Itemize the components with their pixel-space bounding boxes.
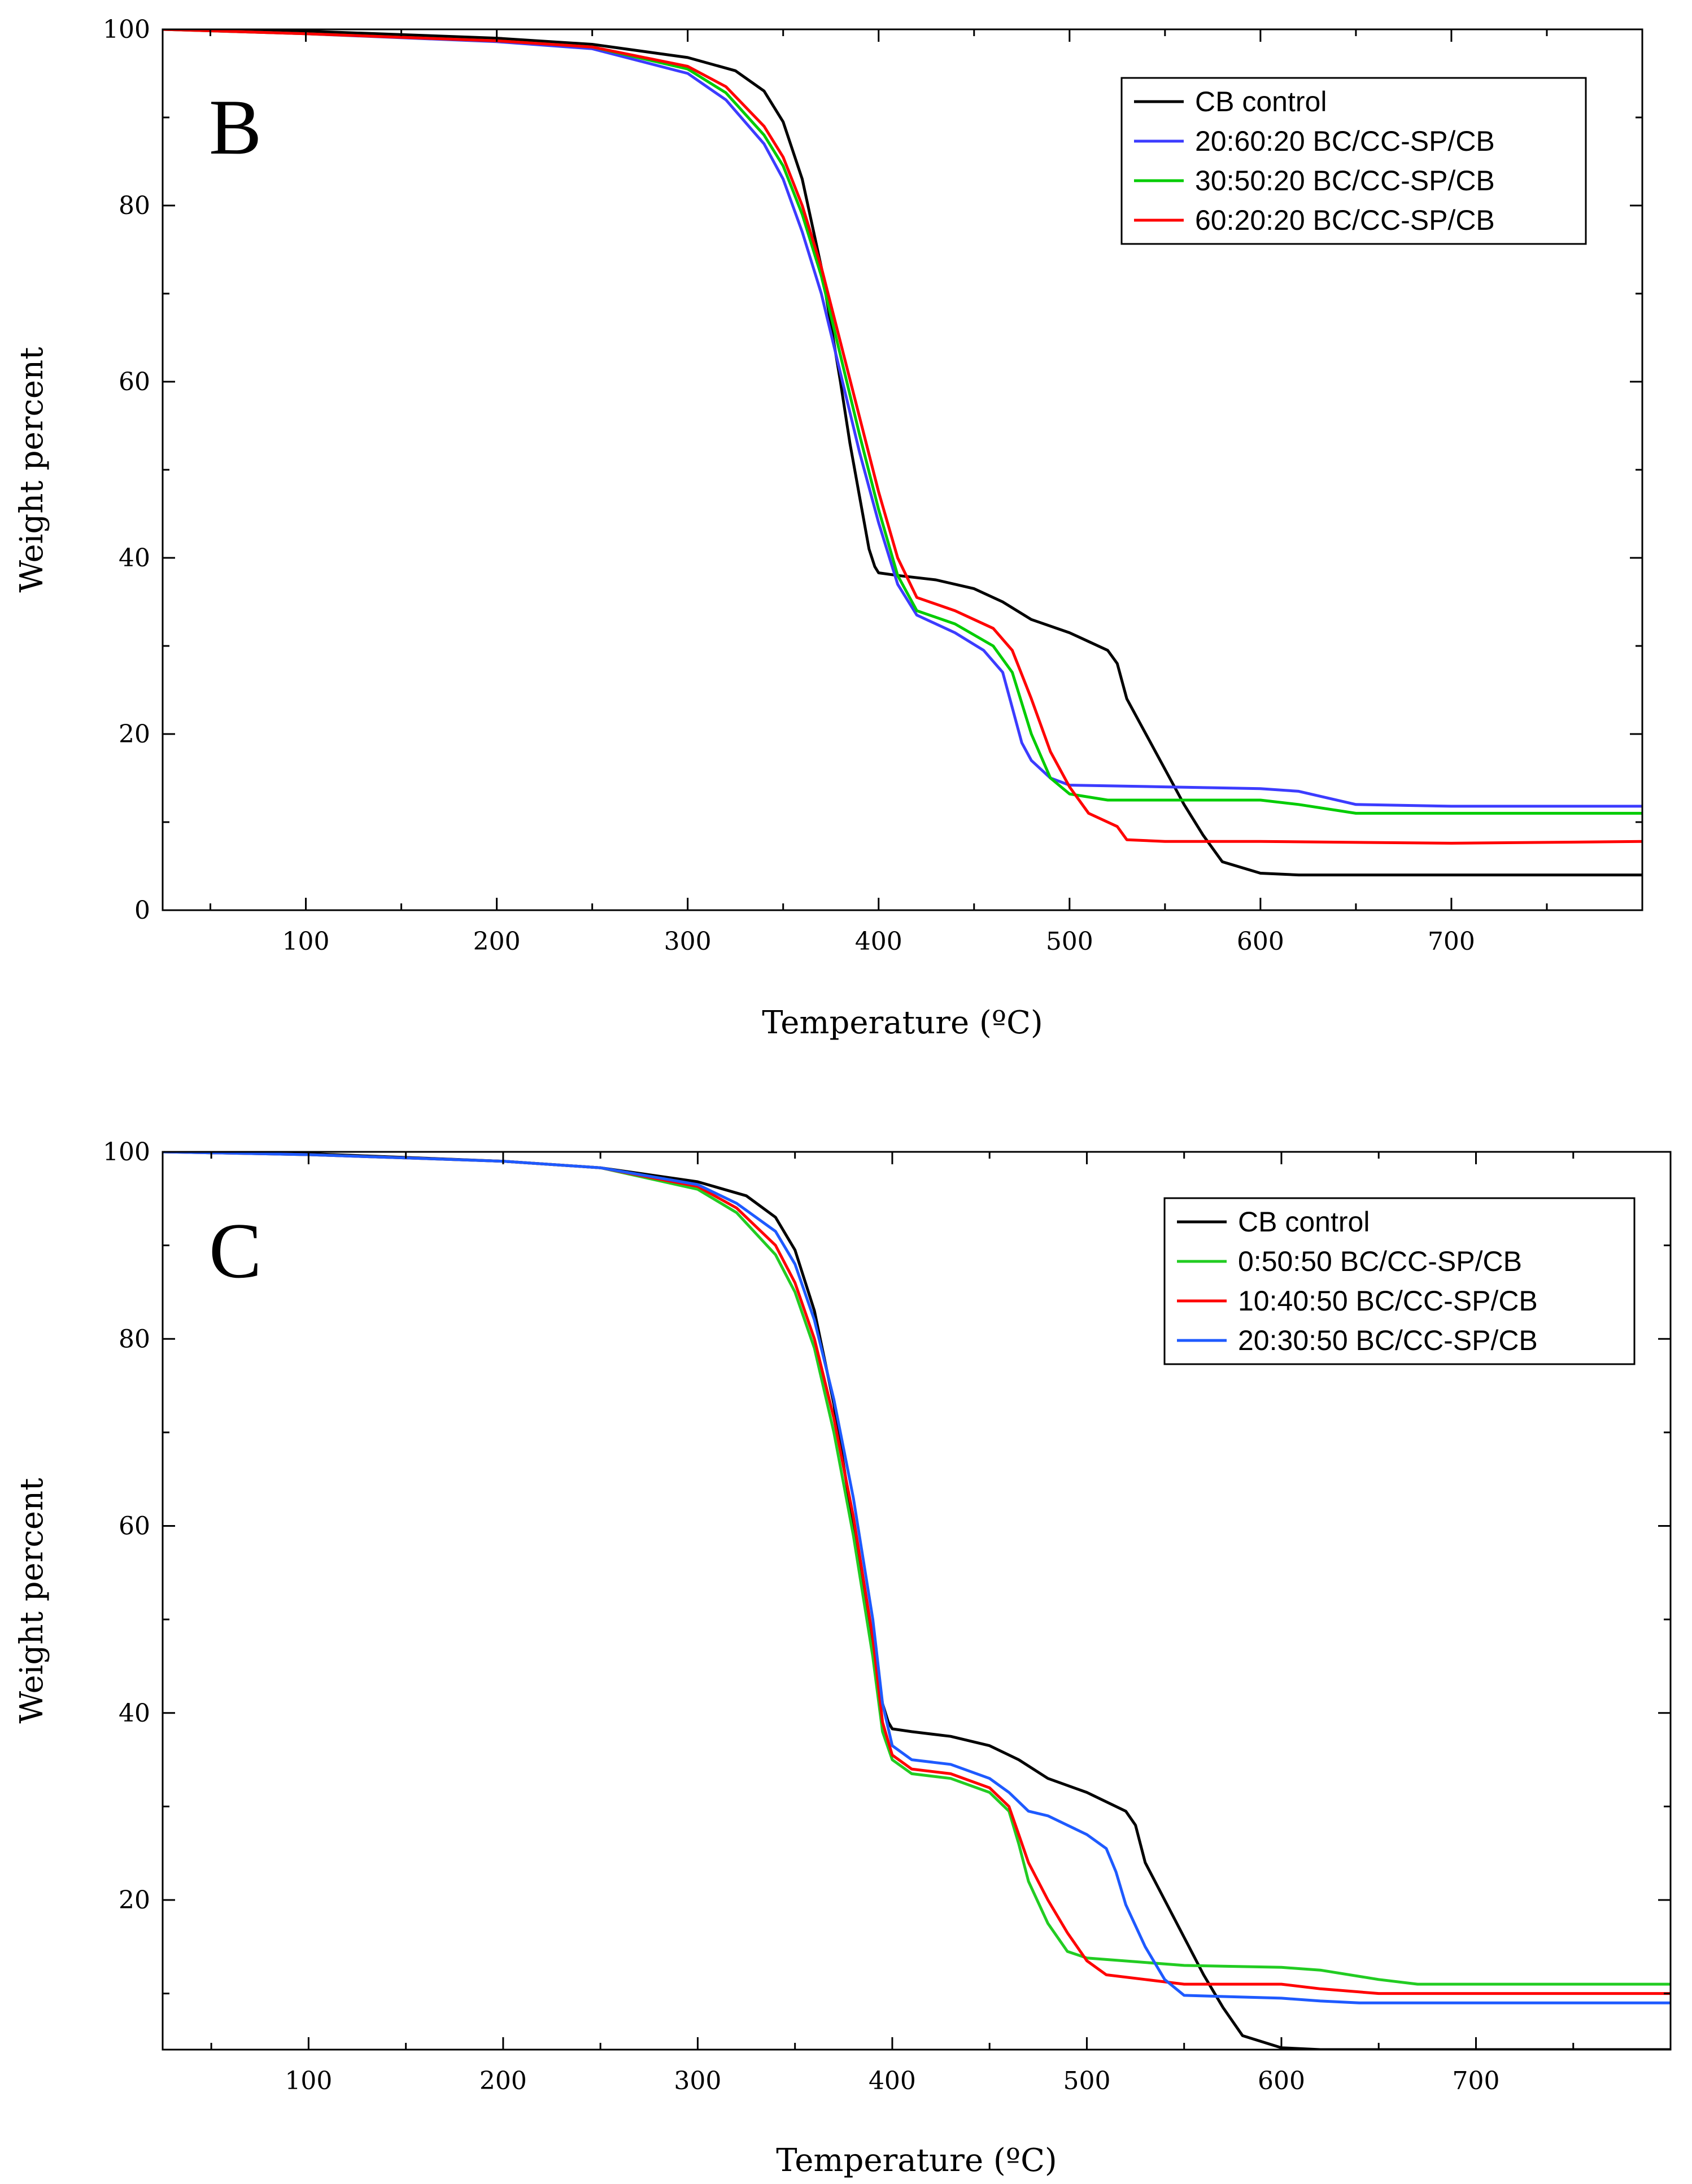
- panel-label: C: [209, 1207, 261, 1295]
- chart-panel-c: 100 200 300 400 500 600 700 20 40 60 80 100 C Tempe…: [14, 1138, 1672, 2179]
- series-layer: [163, 29, 1642, 877]
- ticks-layer: 100 200 300 400 500 600 700 0 20 40 60 80 100: [103, 15, 1642, 956]
- y-tick-label: 100: [103, 15, 150, 44]
- legend: CB control 0:50:50 BC/CC-SP/CB 10:40:50 BC…: [1163, 1197, 1636, 1365]
- x-tick-label: 600: [1258, 2067, 1305, 2095]
- x-tick-label: 100: [282, 927, 330, 956]
- series-line-3: [163, 29, 1642, 815]
- series-line-2: [163, 1152, 1671, 1986]
- y-axis-title: Weight percent: [14, 1478, 50, 1724]
- x-tick-label: 200: [473, 927, 521, 956]
- x-tick-label: 100: [285, 2067, 332, 2095]
- y-tick-label: 60: [119, 368, 150, 396]
- x-tick-label: 300: [674, 2067, 721, 2095]
- legend-entry: 0:50:50 BC/CC-SP/CB: [1238, 1246, 1522, 1277]
- legend-entry: 20:60:20 BC/CC-SP/CB: [1195, 125, 1495, 157]
- legend-entry: CB control: [1195, 86, 1327, 117]
- series-line-2: [163, 29, 1642, 808]
- y-tick-label: 80: [119, 1325, 150, 1353]
- panel-label: B: [209, 84, 261, 171]
- series-line-1: [163, 29, 1642, 877]
- x-tick-label: 500: [1063, 2067, 1110, 2095]
- x-tick-label: 600: [1237, 927, 1284, 956]
- legend-entry: CB control: [1238, 1206, 1370, 1238]
- y-tick-label: 0: [134, 896, 150, 925]
- legend-entry: 20:30:50 BC/CC-SP/CB: [1238, 1325, 1538, 1356]
- x-tick-label: 700: [1452, 2067, 1499, 2095]
- legend: CB control 20:60:20 BC/CC-SP/CB 30:50:20 B…: [1120, 77, 1587, 245]
- series-line-4: [163, 1152, 1671, 2004]
- y-tick-label: 60: [119, 1512, 150, 1541]
- x-tick-label: 400: [869, 2067, 916, 2095]
- ticks-layer: 100 200 300 400 500 600 700 20 40 60 80 100: [103, 1138, 1671, 2095]
- x-tick-label: 200: [479, 2067, 527, 2095]
- legend-entry: 30:50:20 BC/CC-SP/CB: [1195, 165, 1495, 196]
- x-tick-label: 500: [1046, 927, 1093, 956]
- series-layer: [163, 1152, 1671, 2050]
- legend-box: [1163, 1197, 1636, 1365]
- y-axis-title: Weight percent: [14, 347, 50, 593]
- x-tick-label: 300: [664, 927, 712, 956]
- legend-entry: 10:40:50 BC/CC-SP/CB: [1238, 1285, 1538, 1317]
- y-tick-label: 20: [119, 720, 150, 749]
- plot-frame: [162, 1151, 1672, 2051]
- series-line-1: [163, 1152, 1671, 2050]
- chart-panel-b: 100 200 300 400 500 600 700 0 20 40 60 80 100 B Temp…: [14, 15, 1643, 1041]
- series-line-4: [163, 29, 1642, 845]
- y-tick-label: 100: [103, 1138, 150, 1167]
- y-tick-label: 80: [119, 191, 150, 220]
- y-tick-label: 20: [119, 1886, 150, 1915]
- legend-entry: 60:20:20 BC/CC-SP/CB: [1195, 204, 1495, 236]
- y-tick-label: 40: [119, 544, 150, 573]
- x-tick-label: 700: [1428, 927, 1475, 956]
- series-line-3: [163, 1152, 1671, 1995]
- y-tick-label: 40: [119, 1699, 150, 1728]
- x-axis-title: Temperature (ºC): [776, 2142, 1057, 2179]
- legend-box: [1120, 77, 1587, 245]
- x-tick-label: 400: [855, 927, 902, 956]
- x-axis-title: Temperature (ºC): [762, 1004, 1043, 1041]
